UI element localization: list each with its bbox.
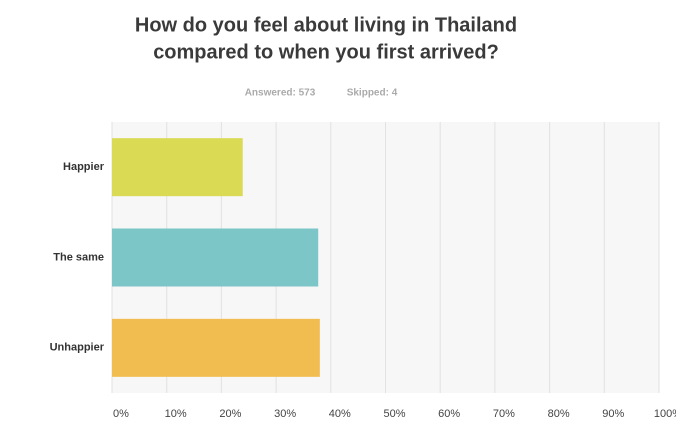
x-tick-label: 10% xyxy=(165,408,187,420)
answered-count: Answered: 573 xyxy=(245,88,316,99)
x-tick-label: 90% xyxy=(602,408,624,420)
chart-title: compared to when you first arrived? xyxy=(153,41,499,63)
y-tick-label: Happier xyxy=(63,161,105,173)
bar xyxy=(112,228,319,287)
x-tick-label: 0% xyxy=(113,408,129,420)
x-tick-label: 30% xyxy=(274,408,296,420)
x-tick-label: 60% xyxy=(438,408,460,420)
x-tick-label: 40% xyxy=(329,408,351,420)
y-tick-label: The same xyxy=(53,251,104,263)
bar xyxy=(112,318,320,377)
x-tick-label: 70% xyxy=(493,408,515,420)
x-tick-label: 100% xyxy=(654,408,676,420)
x-tick-label: 80% xyxy=(548,408,570,420)
y-tick-label: Unhappier xyxy=(50,342,105,354)
x-tick-label: 50% xyxy=(383,408,405,420)
bar xyxy=(112,138,243,197)
x-tick-label: 20% xyxy=(219,408,241,420)
chart-title: How do you feel about living in Thailand xyxy=(135,14,517,36)
skipped-count: Skipped: 4 xyxy=(347,88,398,99)
